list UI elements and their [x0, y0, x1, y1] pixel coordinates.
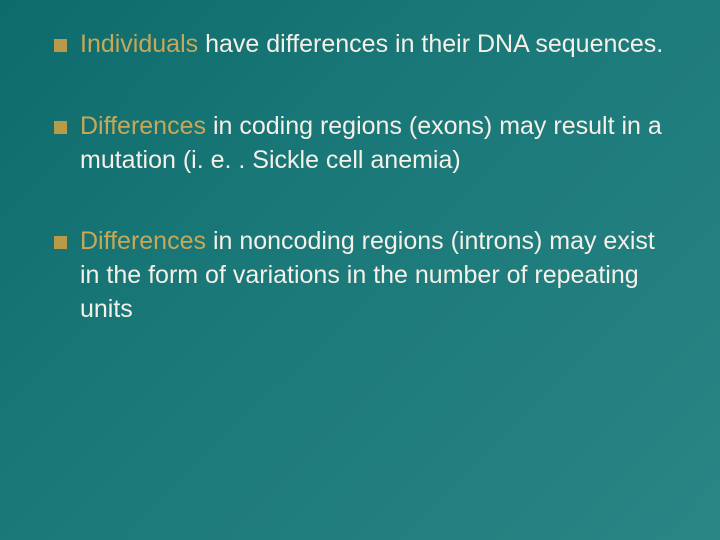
- bullet-lead: Differences: [80, 112, 213, 140]
- bullet-item: Differences in coding regions (exons) ma…: [54, 110, 666, 178]
- slide-container: Individuals have differences in their DN…: [0, 0, 720, 540]
- bullet-lead: Individuals: [80, 30, 205, 58]
- bullet-item: Individuals have differences in their DN…: [54, 28, 666, 62]
- bullet-item: Differences in noncoding regions (intron…: [54, 225, 666, 326]
- bullet-text: have differences in their DNA sequences.: [205, 30, 663, 58]
- bullet-lead: Differences: [80, 227, 213, 255]
